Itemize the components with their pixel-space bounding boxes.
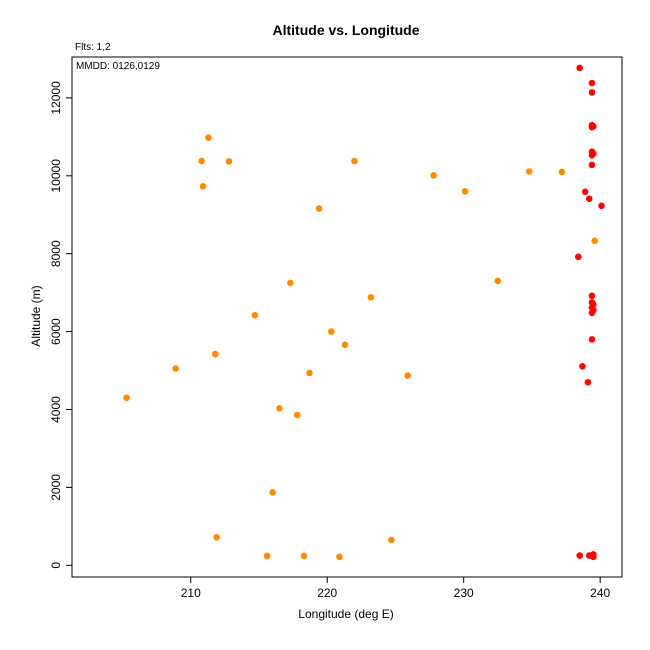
data-point-s1-12: [276, 405, 283, 412]
data-point-s1-29: [558, 168, 566, 176]
data-point-s2-4: [579, 362, 586, 370]
data-point-s1-28: [525, 168, 533, 175]
data-point-s1-2: [172, 365, 180, 372]
data-point-s2-23: [590, 150, 597, 157]
data-point-s1-10: [263, 552, 271, 560]
y-tick-label-0: 0: [49, 562, 63, 569]
x-tick-label-230: 230: [454, 586, 474, 600]
data-point-s1-7: [213, 533, 220, 541]
data-point-s2-28: [598, 202, 605, 210]
data-point-s1-8: [225, 158, 233, 165]
y-tick-label-8000: 8000: [49, 240, 63, 267]
data-point-s2-22: [590, 123, 597, 130]
data-point-s1-19: [336, 553, 343, 561]
data-point-s1-17: [315, 205, 323, 212]
data-point-s2-16: [588, 292, 596, 300]
y-axis: 0 2000 4000 6000 8000 10000 12000: [49, 81, 73, 569]
chart-title: Altitude vs. Longitude: [273, 22, 420, 38]
x-axis-label: Longitude (deg E): [298, 607, 393, 621]
data-point-s1-1: [123, 394, 130, 402]
y-tick-label-2000: 2000: [49, 474, 63, 501]
data-point-s2-27: [590, 551, 597, 558]
data-point-s2-2: [576, 64, 583, 72]
data-point-s2-9: [588, 79, 596, 87]
data-point-s1-11: [269, 489, 276, 496]
data-point-s2-25: [590, 306, 597, 314]
y-tick-label-12000: 12000: [49, 81, 63, 115]
y-axis-label: Altitude (m): [29, 285, 43, 346]
data-point-s1-23: [388, 536, 395, 544]
data-point-s1-9: [251, 311, 259, 319]
x-tick-label-220: 220: [317, 586, 337, 600]
chart-annotation: MMDD: 0126,0129: [76, 61, 160, 72]
plot-frame: [71, 56, 623, 578]
data-point-s2-7: [585, 195, 593, 203]
data-point-s1-30: [591, 237, 599, 245]
data-point-s2-20: [588, 336, 596, 343]
data-point-s2-3: [576, 552, 583, 559]
data-points: [123, 64, 605, 561]
data-point-s1-4: [199, 183, 207, 190]
y-tick-label-6000: 6000: [49, 318, 63, 345]
x-axis: 210 220 230 240: [181, 576, 610, 600]
data-point-s1-14: [293, 411, 301, 419]
data-point-s1-13: [287, 279, 294, 287]
data-point-s1-3: [198, 157, 205, 165]
data-point-s2-1: [575, 253, 582, 261]
data-point-s2-5: [581, 188, 589, 196]
x-tick-label-210: 210: [181, 586, 201, 600]
y-tick-label-10000: 10000: [49, 159, 63, 193]
data-point-s1-24: [404, 372, 412, 379]
data-point-s1-20: [341, 341, 349, 349]
x-tick-label-240: 240: [590, 586, 610, 600]
y-tick-label-4000: 4000: [49, 396, 63, 423]
data-point-s1-6: [212, 350, 219, 358]
data-point-s2-15: [588, 161, 596, 169]
data-point-s1-25: [430, 172, 437, 179]
data-point-s1-26: [461, 188, 469, 195]
data-point-s2-6: [584, 378, 592, 386]
data-point-s1-22: [367, 294, 375, 301]
data-point-s1-16: [306, 369, 313, 377]
data-point-s1-18: [328, 328, 335, 335]
data-point-s1-27: [494, 277, 502, 285]
chart-subtitle: Flts: 1,2: [75, 42, 111, 53]
data-point-s1-21: [351, 157, 358, 165]
data-point-s1-15: [300, 552, 308, 560]
data-point-s2-24: [590, 301, 597, 308]
data-point-s2-10: [588, 89, 596, 96]
data-point-s1-5: [205, 134, 212, 141]
